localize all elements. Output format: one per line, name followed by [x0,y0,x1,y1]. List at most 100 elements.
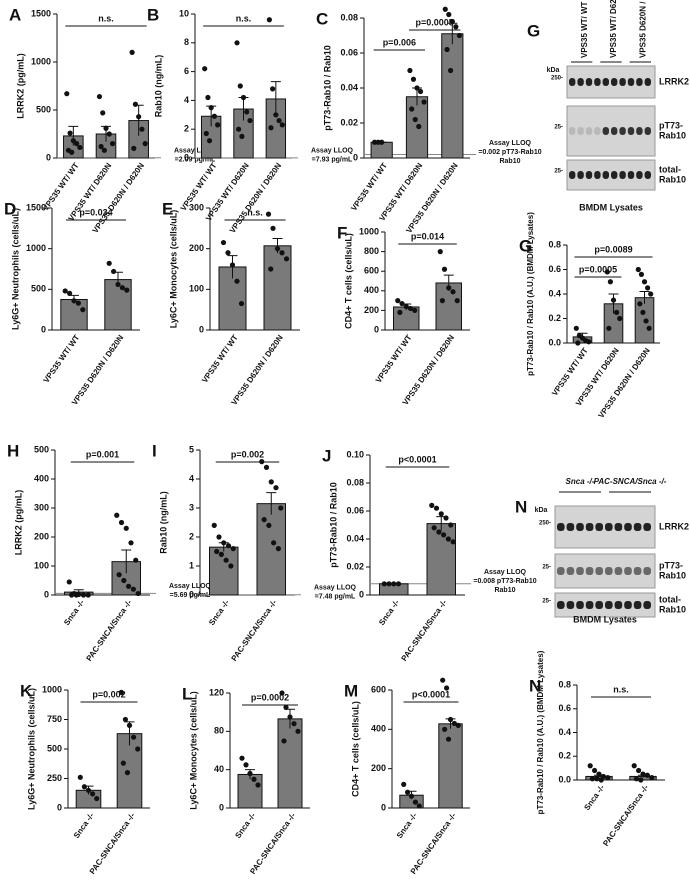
data-point [131,145,137,151]
blot-band [576,601,584,609]
y-tick-label: 0 [359,589,364,599]
y-tick-label: 0.6 [548,264,561,274]
error-bar [608,293,619,314]
data-point [64,91,70,97]
data-point [103,125,109,131]
data-point [240,94,247,101]
data-point [439,298,445,304]
data-point [451,720,457,727]
data-point [116,572,122,578]
lloq-label: Rab10 [499,158,520,165]
data-point [139,126,145,132]
data-point [610,297,617,303]
x-tick-label: PAC-SNCA/Snca -/- [230,598,279,663]
data-point [274,246,281,252]
data-point [391,581,397,587]
lloq-label: Assay LLOQ [311,148,354,155]
data-point [614,309,620,315]
data-point [617,315,623,322]
data-point [77,774,83,780]
y-tick-label: 0.10 [346,449,364,459]
blot-band [605,567,613,575]
y-tick-label: 40 [214,764,224,774]
data-point [225,250,231,256]
data-point [409,106,415,112]
blot-band [566,523,575,531]
data-point [106,260,112,266]
blot-band [627,127,635,135]
y-tick-label: 0 [189,589,194,599]
data-point [239,755,245,761]
data-point [205,94,211,101]
data-point [275,546,281,552]
data-point [397,309,403,315]
data-point [142,141,148,147]
significance-label: n.s. [236,13,252,23]
y-tick-label: 400 [364,285,379,295]
data-point [243,762,249,768]
data-point [133,557,139,563]
y-tick-label: 250 [47,773,62,783]
data-point [208,105,214,111]
data-point [247,770,253,777]
data-point [80,307,86,313]
blot-band [576,567,584,575]
data-point [648,291,654,297]
data-point [412,116,418,123]
y-tick-label: 800 [364,246,379,256]
blot-band [614,567,623,575]
data-point [130,586,136,592]
y-tick-label: 750 [47,714,62,724]
panel-letter: G [519,236,532,255]
y-tick-label: 0.4 [558,727,571,737]
marker-label: 25- [554,169,563,175]
panel-letter: M [344,681,358,700]
significance-label: p=0.0005 [416,17,454,27]
y-tick-label: 0 [44,589,49,599]
blot-band [594,127,601,135]
data-point [126,583,132,589]
data-point [96,93,103,100]
y-tick-label: 4 [189,473,194,483]
data-point [124,770,131,776]
data-point [410,76,417,82]
y-tick-label: 0 [41,324,46,334]
data-point [640,309,646,315]
data-point [381,581,387,587]
data-point [645,285,651,291]
blot-band [644,127,651,135]
y-tick-label: 0.08 [346,477,364,487]
y-tick-label: 600 [371,684,386,694]
blot-band [594,78,601,86]
y-tick-label: 1 [189,560,194,570]
data-point [291,721,297,727]
y-tick-label: 400 [371,724,386,734]
data-point [279,690,285,696]
blot-band [624,523,632,531]
x-tick-label: Snca -/- [72,811,96,840]
data-point [456,32,462,39]
panel-letter: I [152,441,157,460]
lloq-label: Assay LLOQ [484,569,527,576]
y-tick-label: 300 [34,502,49,512]
lane-label: PAC-SNCA/Snca -/- [594,477,667,486]
blot-band [585,127,593,135]
blot-band [557,601,565,609]
y-axis-label: pT73-Rab10 / Rab10 [322,45,332,131]
blot-band [633,601,642,609]
y-tick-label: 200 [364,305,379,315]
data-point [283,704,289,710]
data-point [98,143,104,150]
blot-band [602,78,609,86]
data-point [586,339,592,345]
y-tick-label: 200 [189,243,204,253]
data-point [225,543,232,549]
band-label: Rab10 [659,570,686,580]
y-axis-label: LRRK2 (pg/mL) [15,53,25,119]
marker-label: 25- [554,125,563,131]
y-tick-label: 100 [189,284,204,294]
data-point [220,239,227,246]
blot-band [569,171,576,179]
data-point [631,763,637,769]
data-point [283,256,290,262]
